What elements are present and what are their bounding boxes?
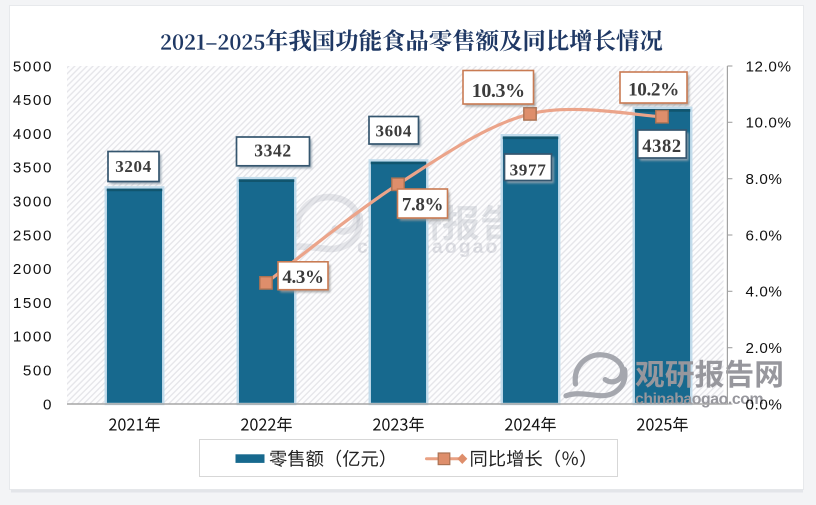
svg-text:2000: 2000	[13, 261, 53, 278]
svg-text:6.0%: 6.0%	[746, 227, 783, 244]
svg-text:8.0%: 8.0%	[746, 171, 783, 188]
svg-text:7.8%: 7.8%	[402, 195, 443, 216]
svg-text:0: 0	[43, 396, 53, 413]
svg-text:4382: 4382	[642, 137, 681, 157]
svg-text:4500: 4500	[13, 92, 53, 109]
svg-text:3977: 3977	[510, 161, 547, 180]
svg-text:5000: 5000	[13, 58, 53, 75]
svg-text:500: 500	[23, 363, 53, 380]
svg-text:3604: 3604	[376, 121, 412, 140]
svg-text:3500: 3500	[13, 160, 53, 177]
svg-text:chinabaogao.com: chinabaogao.com	[635, 391, 764, 408]
svg-text:4000: 4000	[13, 126, 53, 143]
svg-text:3000: 3000	[13, 194, 53, 211]
svg-text:0.0%: 0.0%	[746, 396, 783, 413]
svg-text:10.2%: 10.2%	[628, 80, 679, 101]
svg-text:10.3%: 10.3%	[472, 80, 525, 102]
svg-text:1500: 1500	[13, 295, 53, 312]
svg-text:3204: 3204	[115, 157, 151, 176]
svg-text:4.3%: 4.3%	[282, 267, 323, 288]
svg-text:1000: 1000	[13, 329, 53, 346]
svg-text:3342: 3342	[254, 140, 291, 160]
svg-text:2.0%: 2.0%	[746, 340, 783, 357]
svg-text:4.0%: 4.0%	[746, 284, 783, 301]
svg-text:2500: 2500	[13, 227, 53, 244]
svg-text:12.0%: 12.0%	[746, 58, 792, 75]
svg-text:10.0%: 10.0%	[746, 115, 792, 132]
